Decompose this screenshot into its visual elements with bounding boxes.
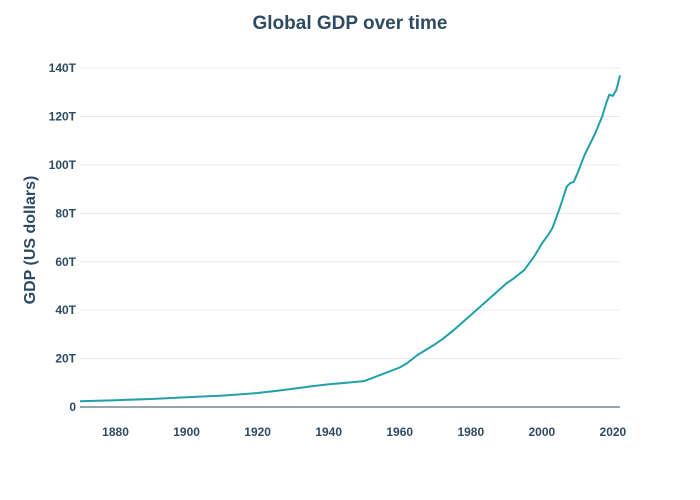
y-axis-ticks: 0 20T 40T 60T 80T 100T 120T 140T xyxy=(49,61,77,414)
y-tick-label: 40T xyxy=(55,303,76,317)
y-tick-label: 60T xyxy=(55,255,76,269)
y-tick-label: 120T xyxy=(49,110,77,124)
y-tick-label: 80T xyxy=(55,206,76,220)
x-tick-label: 1980 xyxy=(457,425,484,439)
gridlines xyxy=(80,67,620,360)
series-line-global-gdp xyxy=(79,75,621,403)
x-axis-ticks: 1880 1900 1920 1940 1960 1980 2000 2020 xyxy=(102,425,626,439)
y-tick-label: 140T xyxy=(49,61,77,75)
x-tick-label: 1920 xyxy=(244,425,271,439)
y-tick-label: 100T xyxy=(49,158,77,172)
y-tick-label: 0 xyxy=(69,400,76,414)
x-tick-label: 1960 xyxy=(386,425,413,439)
x-tick-label: 1940 xyxy=(315,425,342,439)
series-layer xyxy=(79,75,621,403)
y-tick-label: 20T xyxy=(55,352,76,366)
y-axis-label: GDP (US dollars) xyxy=(22,176,39,305)
x-tick-label: 2000 xyxy=(528,425,555,439)
x-tick-label: 2020 xyxy=(600,425,627,439)
x-tick-label: 1880 xyxy=(102,425,129,439)
x-tick-label: 1900 xyxy=(173,425,200,439)
chart-title: Global GDP over time xyxy=(253,13,448,34)
